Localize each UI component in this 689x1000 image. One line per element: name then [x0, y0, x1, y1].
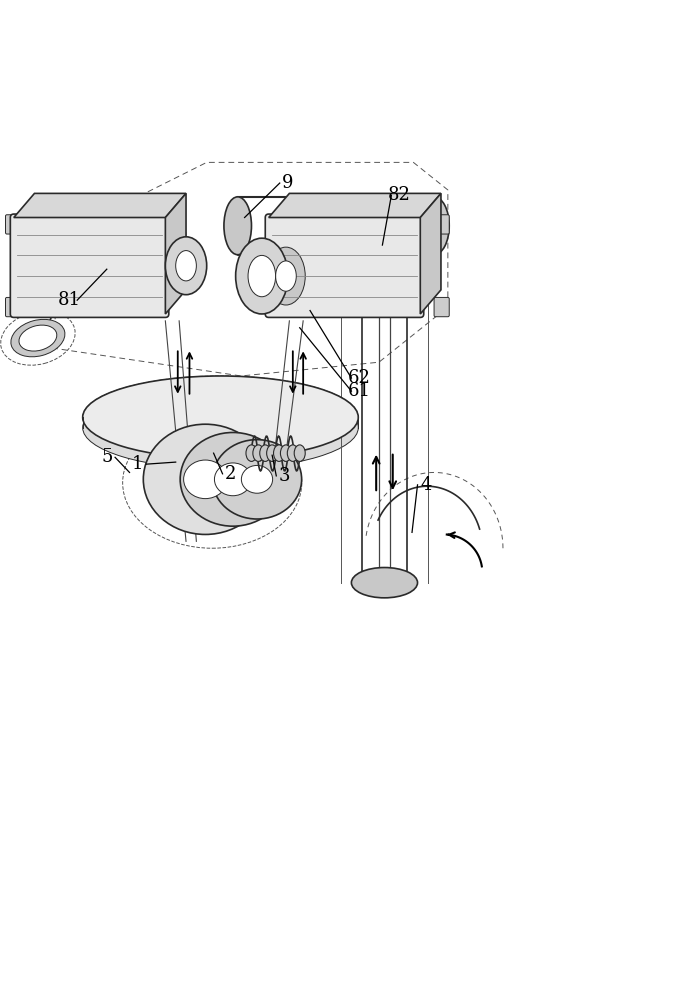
Text: 1: 1: [132, 455, 143, 473]
Ellipse shape: [276, 261, 296, 291]
FancyBboxPatch shape: [434, 297, 449, 317]
Ellipse shape: [78, 212, 177, 271]
Ellipse shape: [224, 197, 251, 255]
Ellipse shape: [165, 237, 207, 295]
Ellipse shape: [70, 203, 185, 280]
Ellipse shape: [419, 197, 449, 255]
Ellipse shape: [274, 445, 285, 461]
Ellipse shape: [181, 432, 286, 526]
Ellipse shape: [241, 465, 273, 493]
Ellipse shape: [83, 386, 358, 469]
Polygon shape: [165, 193, 186, 314]
Ellipse shape: [236, 238, 288, 314]
FancyBboxPatch shape: [6, 215, 21, 234]
Polygon shape: [420, 193, 441, 314]
Ellipse shape: [176, 251, 196, 281]
Ellipse shape: [83, 376, 358, 459]
Text: 81: 81: [57, 291, 81, 309]
Ellipse shape: [260, 445, 271, 461]
Ellipse shape: [246, 445, 257, 461]
Ellipse shape: [351, 568, 418, 598]
Text: 5: 5: [101, 448, 112, 466]
Ellipse shape: [19, 325, 56, 351]
FancyBboxPatch shape: [6, 297, 21, 317]
FancyBboxPatch shape: [265, 214, 424, 317]
Ellipse shape: [294, 445, 305, 461]
Ellipse shape: [248, 255, 276, 297]
Text: 4: 4: [420, 476, 431, 494]
FancyBboxPatch shape: [434, 215, 449, 234]
Ellipse shape: [253, 445, 264, 461]
Text: 9: 9: [282, 174, 294, 192]
Ellipse shape: [143, 424, 267, 534]
Ellipse shape: [287, 445, 298, 461]
Ellipse shape: [360, 244, 409, 266]
Text: 62: 62: [348, 369, 371, 387]
Text: 61: 61: [348, 382, 371, 400]
Polygon shape: [14, 193, 186, 218]
Ellipse shape: [11, 319, 65, 357]
Text: 2: 2: [225, 465, 236, 483]
Ellipse shape: [212, 440, 302, 519]
Text: 3: 3: [279, 467, 290, 485]
Ellipse shape: [183, 460, 227, 499]
Ellipse shape: [351, 240, 418, 271]
Text: 82: 82: [388, 186, 411, 204]
Ellipse shape: [417, 206, 438, 245]
Ellipse shape: [280, 445, 291, 461]
Ellipse shape: [214, 463, 251, 496]
Ellipse shape: [267, 247, 305, 305]
FancyBboxPatch shape: [10, 214, 169, 317]
Ellipse shape: [267, 445, 278, 461]
Polygon shape: [269, 193, 441, 218]
